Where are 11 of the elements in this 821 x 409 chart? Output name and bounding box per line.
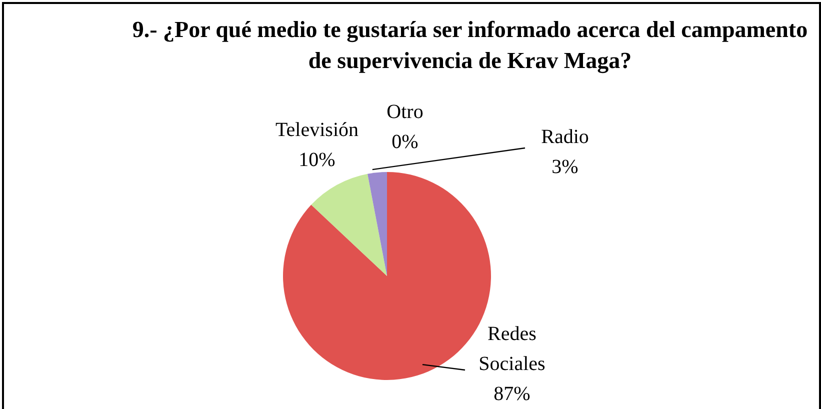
slice-label: Redes Sociales (478, 323, 546, 375)
category-label: Otro (386, 101, 424, 123)
data-label: 87% (494, 383, 530, 405)
pie-slice (311, 174, 387, 276)
text: 0% (392, 131, 418, 153)
slice-label: Televisión (275, 119, 359, 141)
data-label: 10% (298, 149, 336, 171)
pie-slice (368, 172, 387, 276)
slice-label: Radio (541, 126, 589, 148)
data-label: 3% (552, 156, 578, 178)
chart-title: 9.- ¿Por qué medio te gustaría ser informado acerca del campamento de supervivencia de Krav Maga? (131, 16, 809, 76)
